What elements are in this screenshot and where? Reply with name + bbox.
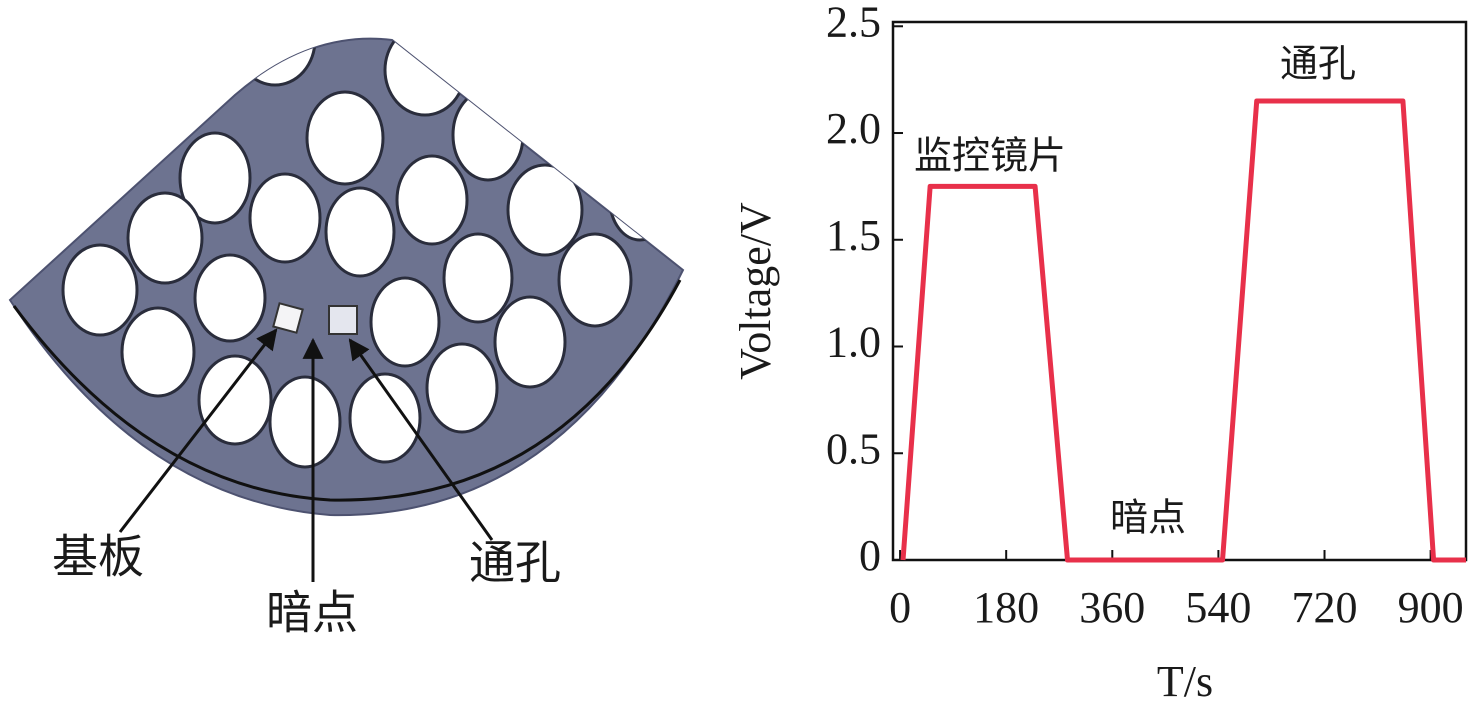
x-tick-label: 900 <box>1398 583 1464 632</box>
plate-diagram: 基板 暗点 通孔 <box>8 37 685 639</box>
x-tick-label: 0 <box>889 583 911 632</box>
annotation: 监控镜片 <box>914 136 1066 178</box>
annotation: 暗点 <box>1110 498 1186 540</box>
y-tick-label: 0.5 <box>826 424 881 473</box>
x-tick-label: 720 <box>1292 583 1358 632</box>
y-tick-label: 2.5 <box>826 0 881 46</box>
x-tick-label: 180 <box>973 583 1039 632</box>
annotation: 通孔 <box>1280 44 1356 86</box>
x-tick-label: 540 <box>1185 583 1251 632</box>
diagram-label: 基板 <box>52 532 144 583</box>
y-axis-title: Voltage/V <box>731 202 780 380</box>
x-axis-title: T/s <box>1157 657 1213 706</box>
y-tick-label: 1.0 <box>826 318 881 367</box>
y-tick-label: 2.0 <box>826 104 881 153</box>
diagram-label: 暗点 <box>266 588 358 639</box>
data-line <box>900 98 1466 563</box>
x-tick-label: 360 <box>1079 583 1145 632</box>
y-tick-label: 1.5 <box>826 211 881 260</box>
diagram-label: 通孔 <box>469 538 561 589</box>
y-tick-label: 0 <box>859 531 881 580</box>
